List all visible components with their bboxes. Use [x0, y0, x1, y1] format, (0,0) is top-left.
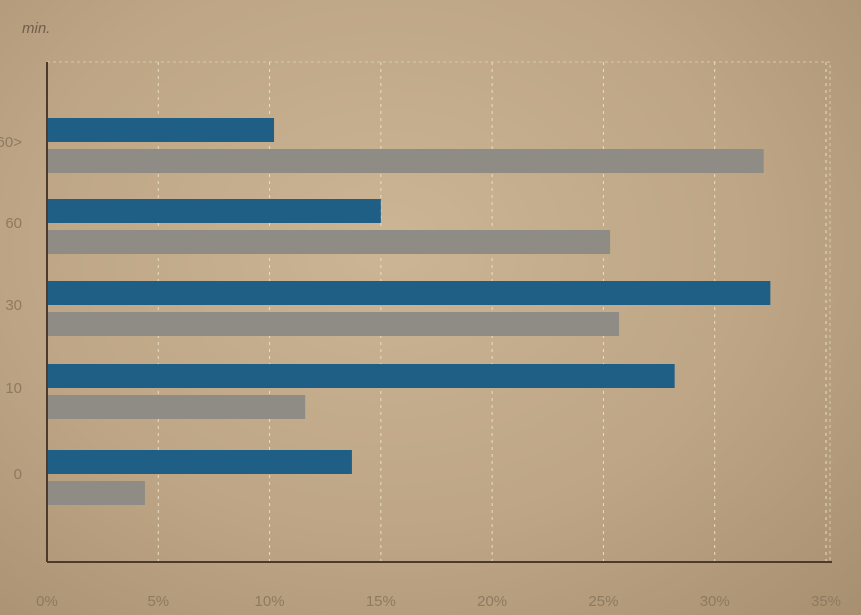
y-tick-labels: 0 10 30 60 60>	[0, 134, 22, 483]
bar-series-2-10	[47, 395, 306, 419]
y-tick-label: 30	[5, 297, 22, 314]
y-tick-label: 0	[14, 466, 22, 483]
bar-series-2-60	[47, 230, 611, 254]
bar-series-1-10	[47, 364, 675, 388]
bar-series-1-60	[47, 199, 381, 223]
x-tick-label: 5%	[147, 593, 169, 610]
x-tick-label: 0%	[36, 593, 58, 610]
bar-series-1-60-plus	[47, 118, 275, 142]
bar-series-2-30	[47, 312, 620, 336]
bar-series-2-60-plus	[47, 149, 764, 173]
x-tick-label: 25%	[588, 593, 618, 610]
y-axis-unit-label: min.	[22, 20, 50, 37]
x-tick-label: 10%	[255, 593, 285, 610]
bars	[47, 118, 771, 505]
bar-series-1-30	[47, 281, 771, 305]
y-tick-label: 60	[5, 215, 22, 232]
y-tick-label: 10	[5, 380, 22, 397]
y-tick-label: 60>	[0, 134, 22, 151]
x-tick-labels: 0% 5% 10% 15% 20% 25% 30% 35%	[36, 593, 841, 610]
bar-series-1-0	[47, 450, 352, 474]
bar-series-2-0	[47, 481, 145, 505]
x-tick-label: 20%	[477, 593, 507, 610]
x-tick-label: 35%	[811, 593, 841, 610]
x-tick-label: 30%	[700, 593, 730, 610]
x-tick-label: 15%	[366, 593, 396, 610]
